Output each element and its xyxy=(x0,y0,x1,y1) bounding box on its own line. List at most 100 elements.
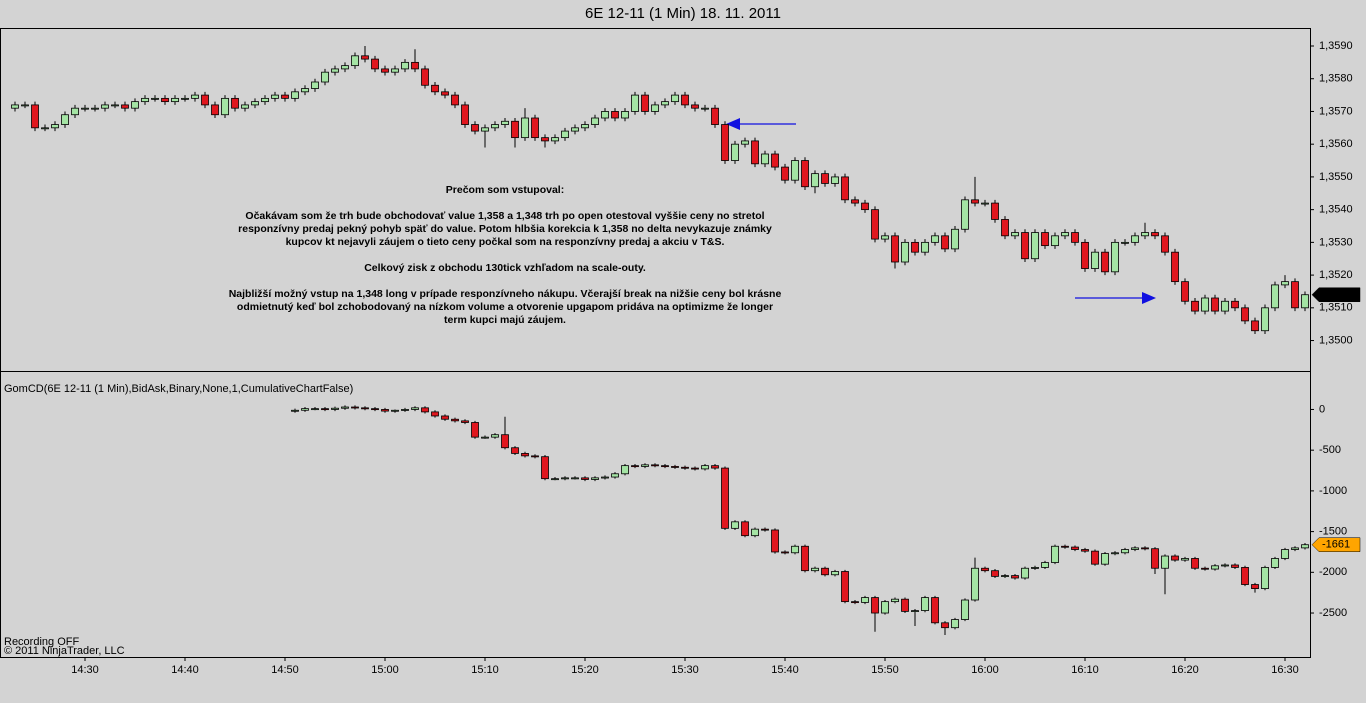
annotation-text: Celkový zisk z obchodu 130tick vzhľadom … xyxy=(364,262,646,274)
candle-body xyxy=(481,436,489,439)
candle-body xyxy=(451,418,459,422)
candle-body xyxy=(471,422,479,438)
candle-body xyxy=(491,124,499,129)
candle-body xyxy=(171,97,179,103)
candle-body xyxy=(271,94,279,99)
candle-body xyxy=(1191,558,1199,569)
candle-body xyxy=(211,104,219,116)
candle-body xyxy=(281,94,289,99)
candle-body xyxy=(1001,575,1009,577)
y-tick-label: 1,3580 xyxy=(1319,73,1353,85)
candle-body xyxy=(701,107,709,110)
candle-body xyxy=(731,521,739,529)
candle-body xyxy=(971,567,979,601)
candle-body xyxy=(411,407,419,410)
arrow xyxy=(726,118,796,130)
candle-body xyxy=(1061,232,1069,237)
candle-body xyxy=(461,104,469,125)
candle-body xyxy=(1061,545,1069,548)
candle-body xyxy=(1091,251,1099,269)
candle-body xyxy=(1111,241,1119,273)
candle-body xyxy=(521,453,529,457)
chart-title: 6E 12-11 (1 Min) 18. 11. 2011 xyxy=(585,5,781,22)
y-tick-label: 1,3570 xyxy=(1319,105,1353,117)
candle-body xyxy=(371,58,379,70)
candle-body xyxy=(861,597,869,603)
candle-body xyxy=(891,598,899,603)
candle-body xyxy=(1101,251,1109,273)
candle-body xyxy=(691,467,699,470)
candle-body xyxy=(951,228,959,250)
candle-body xyxy=(1241,567,1249,585)
y-tick-label: -1000 xyxy=(1319,485,1347,497)
candle-body xyxy=(1281,549,1289,559)
candle-body xyxy=(1251,320,1259,332)
candle-body xyxy=(851,199,859,204)
x-tick-label: 15:50 xyxy=(871,664,899,676)
candle-body xyxy=(1151,548,1159,569)
candle-body xyxy=(41,127,49,130)
candle-body xyxy=(11,104,19,109)
candle-body xyxy=(571,127,579,132)
candle-body xyxy=(821,567,829,576)
candle-body xyxy=(1191,300,1199,312)
candle-body xyxy=(301,88,309,93)
annotation-text: kupcov kt nejavyli záujem o tieto ceny p… xyxy=(286,236,725,248)
candle-body xyxy=(341,65,349,70)
candle-body xyxy=(1161,555,1169,569)
candle-body xyxy=(751,140,759,165)
candle-body xyxy=(1251,584,1259,589)
candle-body xyxy=(631,94,639,112)
last-value-marker xyxy=(1311,537,1361,552)
candle-body xyxy=(431,411,439,417)
candle-body xyxy=(901,598,909,612)
candle-body xyxy=(821,173,829,184)
candle-body xyxy=(31,104,39,129)
candle-body xyxy=(311,408,319,411)
last-value-label: 1,3514 xyxy=(1322,289,1356,301)
candle-body xyxy=(231,97,239,109)
candle-body xyxy=(1021,232,1029,260)
candle-body xyxy=(1301,544,1309,549)
candle-body xyxy=(581,477,589,480)
x-tick-label: 16:20 xyxy=(1171,664,1199,676)
candle-body xyxy=(461,420,469,423)
candle-body xyxy=(481,127,489,132)
candle-body xyxy=(611,473,619,478)
candle-body xyxy=(911,610,919,612)
candle-body xyxy=(791,545,799,554)
candle-body xyxy=(671,94,679,103)
candle-body xyxy=(511,120,519,139)
candle-body xyxy=(1101,553,1109,565)
candle-body xyxy=(751,528,759,537)
candle-body xyxy=(641,464,649,467)
candle-body xyxy=(151,97,159,100)
candle-body xyxy=(1291,547,1299,550)
candle-body xyxy=(1071,546,1079,550)
candle-body xyxy=(721,467,729,529)
candle-body xyxy=(1171,251,1179,283)
candle-body xyxy=(381,409,389,412)
candle-body xyxy=(1271,558,1279,568)
candle-body xyxy=(371,408,379,411)
candle-body xyxy=(131,101,139,109)
annotation-text: term kupci majú záujem. xyxy=(444,314,566,326)
candle-body xyxy=(101,104,109,109)
candle-body xyxy=(601,111,609,119)
candle-body xyxy=(641,94,649,112)
candle-body xyxy=(541,137,549,142)
candle-body xyxy=(531,455,539,458)
candle-body xyxy=(1011,575,1019,579)
candle-body xyxy=(1271,284,1279,309)
candle-body xyxy=(21,104,29,107)
candle-body xyxy=(741,140,749,145)
candle-body xyxy=(671,466,679,468)
candle-body xyxy=(871,209,879,240)
candle-body xyxy=(431,84,439,93)
candle-body xyxy=(1291,281,1299,309)
candle-body xyxy=(251,101,259,106)
candle-body xyxy=(851,601,859,604)
candle-body xyxy=(361,55,369,60)
annotation-text: odmietnutý keď bol zchobodovaný na nízko… xyxy=(237,301,773,313)
